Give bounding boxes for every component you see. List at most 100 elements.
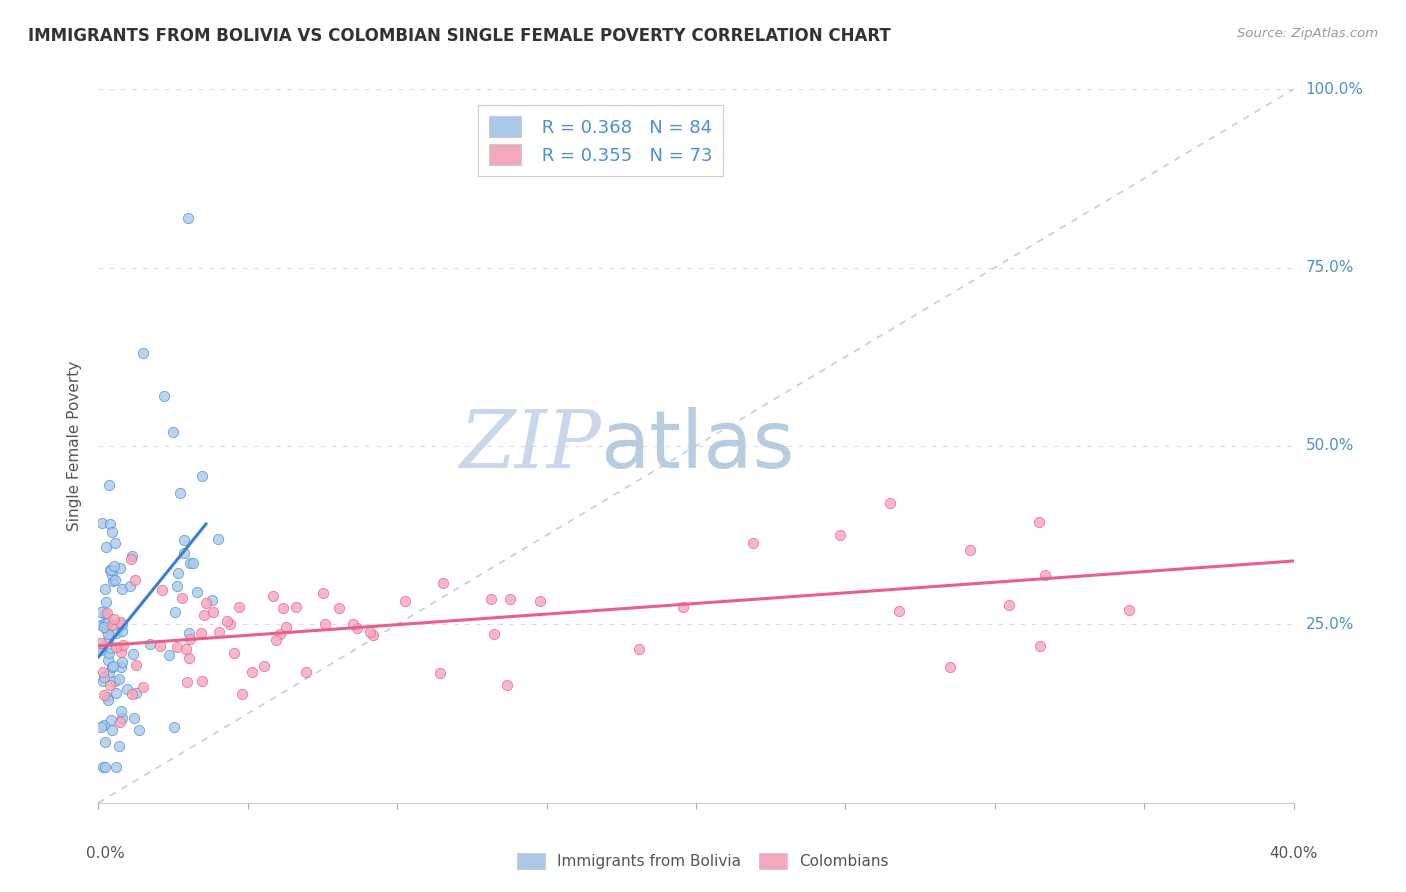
Point: [100, 640, 122, 655]
Point: [1028, 516, 1050, 530]
Point: [124, 573, 146, 587]
Legend: Immigrants from Bolivia, Colombians: Immigrants from Bolivia, Colombians: [512, 847, 894, 875]
Point: [163, 605, 186, 619]
Point: [125, 686, 148, 700]
Point: [96, 622, 118, 636]
Text: 50.0%: 50.0%: [1305, 439, 1354, 453]
Point: [186, 584, 208, 599]
Text: 100.0%: 100.0%: [1305, 82, 1364, 96]
Point: [176, 675, 198, 690]
Point: [108, 739, 131, 753]
Point: [271, 600, 294, 615]
Point: [118, 579, 141, 593]
Point: [177, 211, 200, 225]
Point: [108, 672, 131, 686]
Point: [105, 640, 128, 654]
Text: 25.0%: 25.0%: [1305, 617, 1354, 632]
Point: [394, 594, 416, 608]
Point: [162, 425, 184, 439]
Point: [201, 593, 224, 607]
Point: [828, 528, 851, 542]
Point: [173, 533, 195, 547]
Point: [166, 579, 188, 593]
Point: [91, 516, 114, 530]
Point: [93, 607, 115, 621]
Point: [889, 604, 911, 618]
Point: [172, 591, 194, 605]
Point: [253, 658, 276, 673]
Point: [120, 552, 142, 566]
Point: [96, 607, 118, 621]
Point: [132, 681, 155, 695]
Point: [1118, 603, 1140, 617]
Point: [97, 665, 120, 679]
Point: [105, 760, 128, 774]
Point: [121, 687, 143, 701]
Point: [149, 639, 172, 653]
Point: [97, 477, 120, 491]
Point: [108, 714, 131, 729]
Point: [346, 621, 368, 635]
Point: [240, 665, 263, 680]
Point: [110, 645, 132, 659]
Point: [96, 690, 118, 704]
Point: [97, 627, 120, 641]
Point: [262, 589, 284, 603]
Point: [100, 713, 122, 727]
Point: [111, 624, 134, 638]
Point: [499, 592, 522, 607]
Point: [173, 546, 195, 560]
Point: [939, 660, 962, 674]
Point: [91, 760, 114, 774]
Text: 40.0%: 40.0%: [1270, 846, 1317, 861]
Point: [482, 627, 505, 641]
Point: [110, 660, 132, 674]
Point: [104, 573, 127, 587]
Point: [219, 616, 242, 631]
Point: [115, 682, 138, 697]
Point: [312, 586, 335, 600]
Text: 75.0%: 75.0%: [1305, 260, 1354, 275]
Point: [110, 617, 132, 632]
Point: [150, 583, 173, 598]
Point: [90, 643, 112, 657]
Point: [98, 563, 121, 577]
Point: [101, 723, 124, 737]
Point: [122, 647, 145, 661]
Point: [97, 653, 120, 667]
Point: [179, 650, 201, 665]
Point: [193, 608, 215, 623]
Point: [110, 704, 132, 718]
Point: [97, 633, 120, 648]
Point: [174, 641, 197, 656]
Point: [90, 635, 112, 649]
Point: [91, 673, 114, 688]
Point: [97, 646, 120, 660]
Point: [342, 617, 364, 632]
Point: [202, 605, 225, 619]
Point: [274, 620, 297, 634]
Point: [104, 686, 127, 700]
Point: [215, 614, 238, 628]
Point: [111, 711, 134, 725]
Text: IMMIGRANTS FROM BOLIVIA VS COLOMBIAN SINGLE FEMALE POVERTY CORRELATION CHART: IMMIGRANTS FROM BOLIVIA VS COLOMBIAN SIN…: [28, 27, 891, 45]
Point: [153, 389, 176, 403]
Point: [228, 600, 250, 615]
Point: [179, 556, 201, 570]
Point: [93, 718, 115, 732]
Point: [432, 576, 454, 591]
Point: [479, 591, 502, 606]
Point: [98, 517, 121, 532]
Point: [101, 574, 124, 589]
Point: [224, 646, 246, 660]
Point: [1028, 639, 1050, 653]
Point: [627, 641, 650, 656]
Point: [94, 760, 117, 774]
Point: [101, 567, 124, 582]
Point: [94, 594, 117, 608]
Point: [139, 637, 162, 651]
Point: [105, 626, 128, 640]
Point: [181, 556, 204, 570]
Point: [101, 658, 124, 673]
Point: [496, 678, 519, 692]
